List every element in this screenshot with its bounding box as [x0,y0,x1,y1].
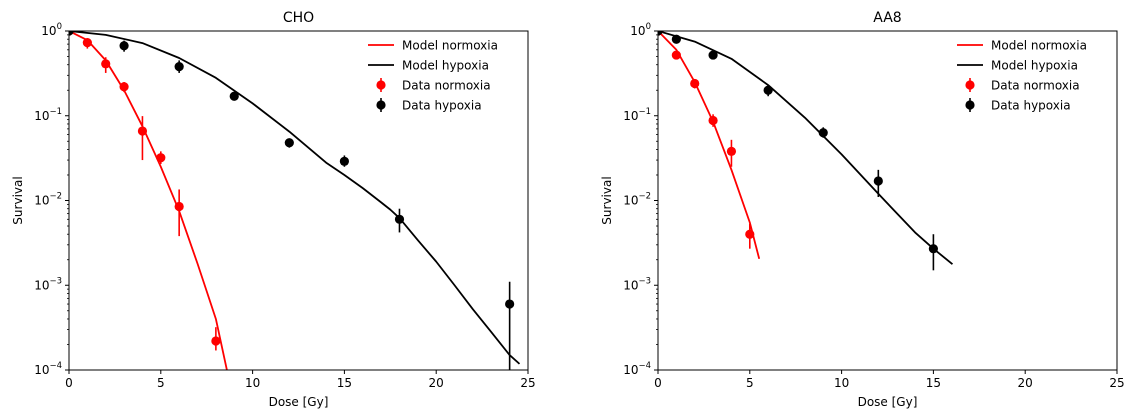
plot-area [658,31,954,271]
data-point-data-normoxia [119,82,129,92]
data-point-data-normoxia [690,78,700,89]
data-point-data-normoxia [708,115,718,126]
x-axis-label: Dose [Gy] [858,395,918,409]
y-tick-label: 10−2 [623,192,651,208]
x-tick-label: 15 [337,376,352,390]
legend-marker-data-normoxia [376,80,386,90]
y-tick-label: 10−2 [34,192,62,208]
data-point-data-normoxia [137,126,148,136]
data-point-data-hypoxia [339,156,349,166]
chart-aa8: 0 5 10 15 20 25 10−4 10−3 10−2 10−1 100 AA8 Dose [Gy… [600,10,1125,409]
legend-label-model-hypoxia: Model hypoxia [991,59,1078,73]
x-tick-label: 5 [746,376,754,390]
x-tick-label: 15 [926,376,941,390]
legend-label-model-hypoxia: Model hypoxia [402,59,489,73]
data-point-data-hypoxia [763,85,773,95]
y-tick-label: 10−3 [34,276,62,292]
legend-marker-data-normoxia [965,80,975,90]
y-tick-label: 10−4 [34,361,62,377]
chart-title: CHO [283,10,314,26]
legend-label-model-normoxia: Model normoxia [991,39,1087,53]
series-line-model-normoxia [658,31,761,260]
data-point-data-normoxia [156,153,166,163]
data-point-data-hypoxia [119,41,129,51]
data-point-data-hypoxia [284,138,294,148]
x-axis-label: Dose [Gy] [269,395,329,409]
legend: Model normoxia Model hypoxia Data normoxia… [957,39,1087,113]
data-point-data-hypoxia [928,244,939,254]
legend-label-data-normoxia: Data normoxia [402,79,491,93]
data-point-data-normoxia [211,336,221,346]
x-tick-label: 20 [1018,376,1033,390]
series-line-model-normoxia [69,31,228,370]
data-point-data-hypoxia [818,128,828,138]
chart-cho: 0 5 10 15 20 25 10−4 10−3 10−2 10−1 100 CHO Dose [Gy… [11,10,536,409]
data-point-data-hypoxia [69,31,74,36]
y-tick-label: 10−4 [623,361,651,377]
plot-area [69,31,521,370]
data-point-data-normoxia [101,59,111,69]
data-point-data-hypoxia [505,299,515,309]
data-point-data-hypoxia [229,91,239,101]
x-tick-label: 25 [1109,376,1124,390]
y-axis-label: Survival [11,176,25,224]
x-tick-label: 0 [65,376,73,390]
series-line-model-hypoxia [69,31,521,365]
data-point-data-hypoxia [708,50,718,60]
x-tick-label: 5 [157,376,165,390]
data-point-data-hypoxia [873,176,883,186]
x-tick-label: 20 [429,376,444,390]
legend-marker-data-hypoxia [965,100,975,110]
chart-title: AA8 [873,10,901,26]
data-point-data-hypoxia [174,62,184,72]
data-point-data-normoxia [745,229,755,239]
y-tick-label: 10−3 [623,276,651,292]
y-tick-label: 10−1 [623,107,651,123]
x-tick-label: 10 [245,376,260,390]
y-tick-label: 100 [630,22,651,38]
legend-marker-data-hypoxia [376,100,386,110]
data-point-data-hypoxia [394,214,405,224]
y-tick-label: 10−1 [34,107,62,123]
x-tick-label: 0 [654,376,662,390]
series-line-model-hypoxia [658,31,954,265]
x-tick-label: 25 [520,376,535,390]
legend-label-data-normoxia: Data normoxia [991,79,1080,93]
data-point-data-normoxia [82,37,92,48]
legend-label-data-hypoxia: Data hypoxia [991,99,1071,113]
x-tick-label: 10 [834,376,849,390]
data-point-data-normoxia [671,50,681,60]
legend-label-model-normoxia: Model normoxia [402,39,498,53]
legend: Model normoxia Model hypoxia Data normoxia… [368,39,498,113]
data-point-data-normoxia [726,146,737,156]
data-point-data-normoxia [174,201,184,212]
data-point-data-hypoxia [671,34,681,44]
legend-label-data-hypoxia: Data hypoxia [402,99,482,113]
data-point-data-hypoxia [658,31,663,36]
y-tick-label: 100 [41,22,62,38]
y-axis-label: Survival [600,176,614,224]
